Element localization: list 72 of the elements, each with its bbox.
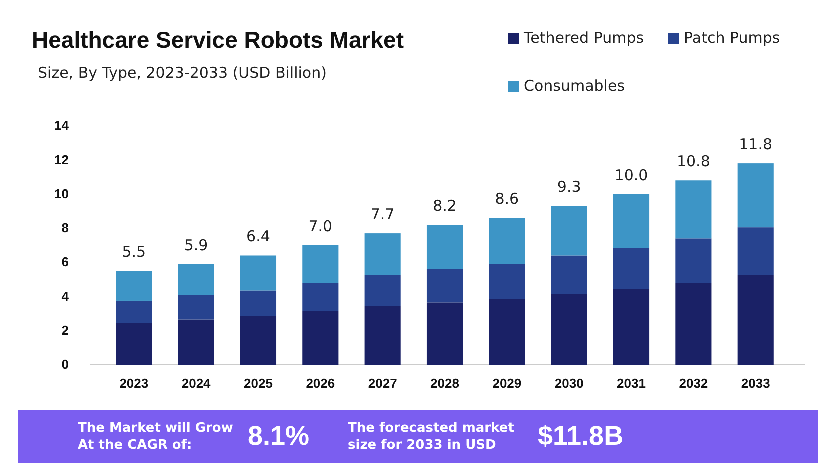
bar: [364, 275, 401, 306]
y-tick-label: 8: [62, 220, 69, 236]
x-tick-label: 2029: [492, 376, 522, 392]
bar: [426, 302, 464, 365]
legend-label: Consumables: [524, 77, 626, 95]
bar: [240, 256, 277, 291]
bar: [364, 234, 401, 276]
bar: [738, 275, 774, 365]
total-label: 8.2: [433, 197, 457, 216]
total-label: 5.9: [184, 236, 208, 254]
bar: [364, 306, 401, 365]
bar: [116, 300, 152, 324]
text: $11.8B: [538, 421, 625, 452]
y-tick-label: 4: [62, 288, 70, 304]
bar: [302, 246, 339, 284]
x-tick-label: 2025: [244, 376, 273, 392]
y-tick-label: 10: [54, 186, 69, 202]
y-tick-label: 6: [62, 254, 69, 270]
bar: [613, 194, 650, 248]
text: The Market will Grow At the CAGR of:: [78, 420, 234, 454]
total-label: 10.0: [614, 166, 648, 184]
y-tick-label: 2: [62, 323, 69, 338]
x-tick-label: 2031: [617, 376, 646, 392]
x-tick-label: 2024: [182, 376, 212, 392]
text: The forecasted market size for 2033 in USD: [348, 420, 516, 454]
y-tick-label: 12: [54, 152, 69, 168]
x-tick-label: 2028: [430, 376, 460, 392]
total-label: 7.0: [308, 218, 333, 236]
text: 8.1%: [248, 421, 311, 452]
bar: [178, 295, 214, 320]
bar: [676, 283, 712, 365]
bar: [302, 311, 339, 365]
bar: [302, 283, 339, 312]
bar: [116, 323, 152, 365]
x-tick-label: 2032: [679, 376, 708, 392]
bar: [240, 316, 277, 365]
chart-subtitle: Size, By Type, 2023-2033 (USD Billion): [38, 64, 327, 82]
bar: [738, 164, 774, 228]
bar: [489, 264, 526, 300]
bar: [116, 271, 152, 301]
bar: [551, 294, 588, 365]
y-tick-label: 0: [62, 357, 69, 372]
total-label: 10.8: [676, 152, 710, 171]
bar: [676, 238, 712, 284]
bar: [240, 290, 277, 316]
total-label: 11.8: [739, 136, 773, 154]
x-tick-label: 2030: [554, 376, 584, 392]
bar: [738, 228, 774, 276]
bar: [551, 256, 588, 294]
legend-label: Tethered Pumps: [523, 29, 644, 47]
bar: [613, 289, 650, 365]
bar: [489, 299, 526, 365]
bar: [426, 269, 464, 303]
bar: [178, 264, 214, 296]
x-tick-label: 2033: [741, 376, 770, 392]
x-tick-label: 2026: [306, 376, 336, 392]
x-tick-label: 2027: [368, 376, 398, 392]
bar: [613, 248, 650, 290]
y-tick-label: 14: [54, 118, 70, 134]
total-label: 9.3: [557, 178, 582, 196]
bar: [426, 225, 464, 270]
bar: [489, 218, 526, 264]
chart-title: Healthcare Service Robots Market: [32, 27, 404, 53]
bar: [676, 180, 712, 239]
total-label: 6.4: [246, 228, 270, 246]
bar: [551, 206, 588, 256]
bar: [178, 320, 214, 365]
x-tick-label: 2023: [120, 376, 149, 392]
total-label: 8.6: [495, 190, 520, 208]
legend-label: Patch Pumps: [684, 29, 780, 47]
total-label: 7.7: [370, 206, 395, 224]
total-label: 5.5: [122, 243, 146, 262]
